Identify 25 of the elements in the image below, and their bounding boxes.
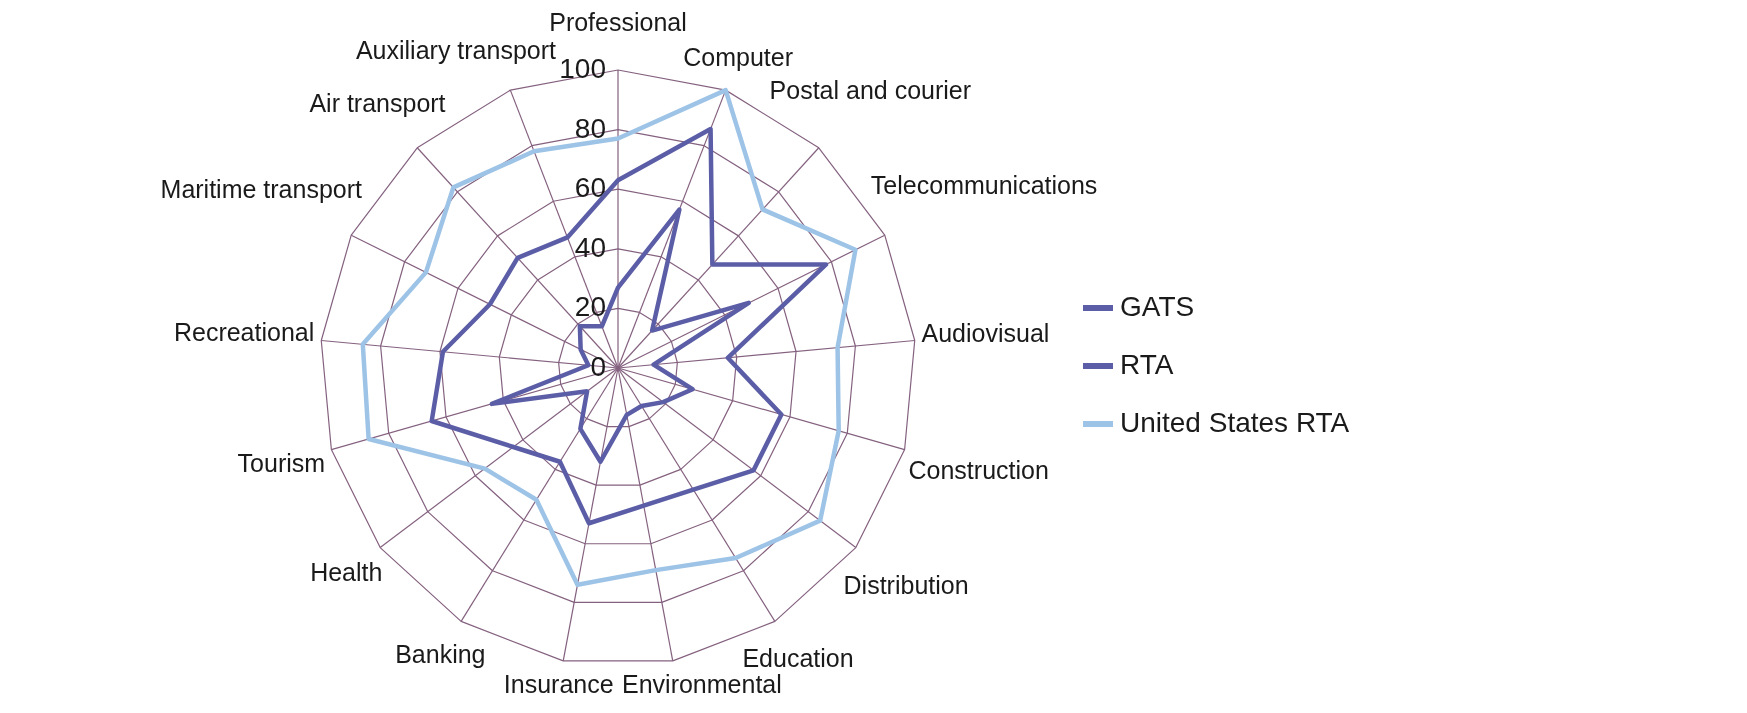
y-tick-label: 80 — [574, 112, 606, 144]
spoke-label: Air transport — [309, 89, 446, 118]
legend-label: GATS — [1120, 291, 1195, 322]
spoke-label: Insurance — [503, 670, 614, 699]
y-tick-label: 60 — [574, 172, 606, 204]
legend-label: United States RTA — [1120, 407, 1350, 438]
spoke-label: Environmental — [621, 670, 782, 699]
spoke-label: Construction — [908, 455, 1049, 484]
y-tick-label: 40 — [574, 231, 606, 263]
spoke-label: Auxiliary transport — [355, 36, 557, 65]
spoke-label: Postal and courier — [769, 76, 972, 105]
legend-label: RTA — [1120, 349, 1174, 380]
spoke-label: Tourism — [237, 448, 326, 477]
spoke-label: Education — [742, 643, 854, 672]
y-tick-label: 20 — [574, 291, 606, 323]
spoke-label: Health — [310, 558, 383, 587]
spoke-label: Distribution — [843, 570, 969, 599]
spoke-label: Telecommunications — [870, 170, 1098, 199]
spoke-label: Maritime transport — [160, 175, 363, 204]
spoke-label: Professional — [549, 8, 687, 36]
spoke-label: Banking — [395, 639, 486, 668]
y-tick-label: 100 — [559, 53, 606, 84]
spoke-label: Computer — [683, 42, 793, 71]
spoke-label: Audiovisual — [921, 318, 1050, 347]
spoke-label: Recreational — [173, 318, 315, 347]
